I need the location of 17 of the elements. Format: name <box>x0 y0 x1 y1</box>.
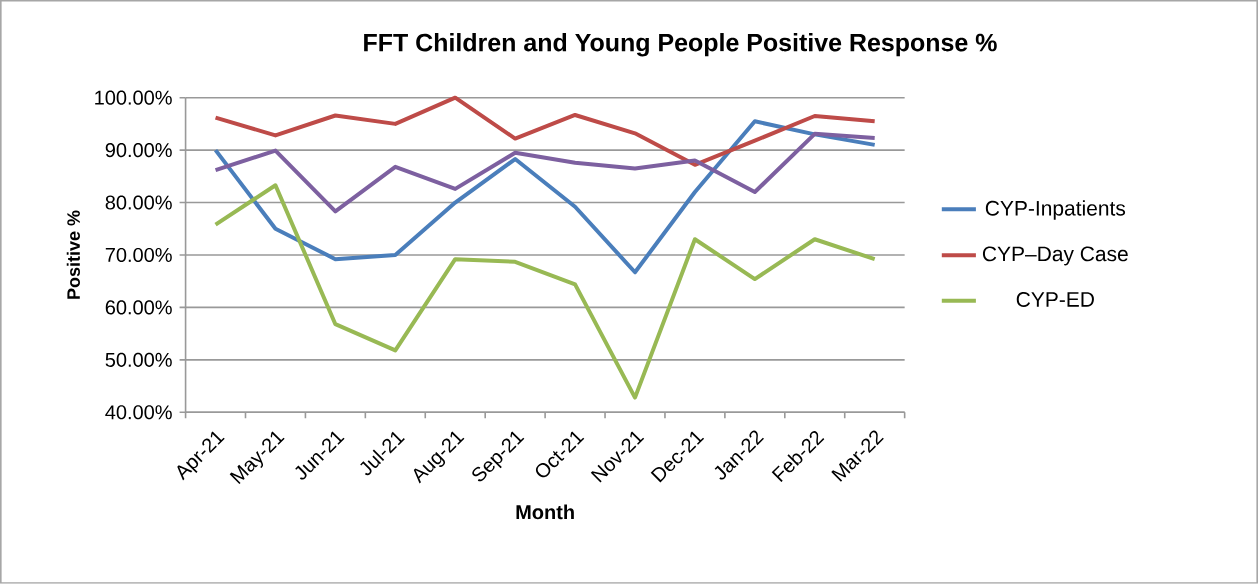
legend-label: CYP-ED <box>1016 292 1094 307</box>
line-series <box>213 119 877 275</box>
line-series <box>213 183 877 400</box>
y-tick-label: 90.00% <box>105 143 172 158</box>
y-tick-label: 40.00% <box>105 405 172 420</box>
line-series <box>213 95 877 167</box>
y-tick-label: 60.00% <box>105 300 172 315</box>
y-tick-label: 50.00% <box>105 352 172 367</box>
chart-title: FFT Children and Young People Positive Response % <box>364 33 997 57</box>
y-tick-label: 80.00% <box>105 195 172 210</box>
legend-label: CYP-Inpatients <box>985 200 1126 220</box>
y-axis-title: Positive % <box>66 210 80 299</box>
legend-label: CYP–Day Case <box>982 246 1128 266</box>
line-series <box>213 131 877 214</box>
y-tick-label: 100.00% <box>95 90 172 105</box>
y-tick-label: 70.00% <box>105 247 172 263</box>
x-axis-title: Month <box>516 504 574 520</box>
